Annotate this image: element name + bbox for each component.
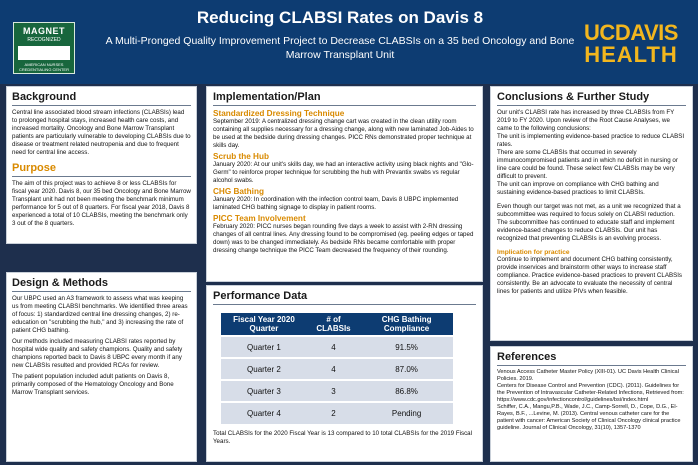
table-cell: 4 xyxy=(306,335,361,358)
magnet-recognized-logo: MAGNET RECOGNIZED AMERICAN NURSES CREDEN… xyxy=(13,22,75,74)
table-cell: Quarter 3 xyxy=(221,379,307,402)
table-cell: Quarter 4 xyxy=(221,401,307,424)
magnet-org: AMERICAN NURSES CREDENTIALING CENTER xyxy=(18,62,69,72)
poster-header: MAGNET RECOGNIZED AMERICAN NURSES CREDEN… xyxy=(0,0,698,84)
purpose-text: The aim of this project was to achieve 8… xyxy=(12,180,191,227)
impl-item-text: January 2020: At our unit's skills day, … xyxy=(213,161,474,184)
divider xyxy=(12,291,191,292)
table-row: Quarter 1 4 91.5% xyxy=(221,335,453,358)
column-header: Fiscal Year 2020 Quarter xyxy=(221,313,307,336)
conclusions-p4: The unit can improve on compliance with … xyxy=(497,181,659,196)
table-cell: 2 xyxy=(306,401,361,424)
background-text: Central line associated blood stream inf… xyxy=(12,109,191,156)
conclusions-p3: There are some CLABSIs that occurred in … xyxy=(497,149,678,180)
performance-table: Fiscal Year 2020 Quarter # of CLABSIs CH… xyxy=(221,313,453,424)
divider xyxy=(213,304,476,305)
table-row: Quarter 3 3 86.8% xyxy=(221,379,453,402)
divider xyxy=(497,365,686,366)
conclusions-heading: Conclusions & Further Study xyxy=(497,91,650,103)
impl-item-title: PICC Team Involvement xyxy=(213,214,306,223)
background-heading: Background xyxy=(12,91,77,103)
divider xyxy=(213,105,476,106)
table-cell: Pending xyxy=(360,401,453,424)
design-p3: The patient population included adult pa… xyxy=(12,373,174,396)
ucdavis-health-logo: UCDAVIS HEALTH xyxy=(576,22,686,66)
conclusions-p1: Our unit's CLABSI rate has increased by … xyxy=(497,109,675,132)
table-cell: 91.5% xyxy=(360,335,453,358)
logo-line2: HEALTH xyxy=(584,42,678,67)
reference-item: Venous Access Catheter Master Policy (XI… xyxy=(497,369,679,382)
implication-heading: Implication for practice xyxy=(497,249,570,256)
impl-item-text: February 2020: PICC nurses began roundin… xyxy=(213,223,474,254)
performance-panel: Performance Data Fiscal Year 2020 Quarte… xyxy=(206,285,483,462)
table-cell: 86.8% xyxy=(360,379,453,402)
conclusions-p2: The unit is implementing evidence-based … xyxy=(497,133,685,148)
conclusions-p5: Even though our target was not met, as a… xyxy=(497,203,681,242)
table-cell: Quarter 1 xyxy=(221,335,307,358)
implication-text: Continue to implement and document CHG b… xyxy=(497,256,683,295)
impl-item-title: Standardized Dressing Technique xyxy=(213,109,345,118)
reference-item: Schiffer, C.A., Mangu,P.B., Wade, J.C., … xyxy=(497,404,681,431)
conclusions-panel: Conclusions & Further Study Our unit's C… xyxy=(490,86,693,341)
column-header: CHG Bathing Compliance xyxy=(360,313,453,336)
references-panel: References Venous Access Catheter Master… xyxy=(490,346,693,462)
divider xyxy=(497,105,686,106)
design-p2: Our methods included measuring CLABSI ra… xyxy=(12,338,183,369)
poster-title: Reducing CLABSI Rates on Davis 8 xyxy=(196,8,484,27)
poster-subtitle: A Multi-Pronged Quality Improvement Proj… xyxy=(105,35,575,61)
implementation-panel: Implementation/Plan Standardized Dressin… xyxy=(206,86,483,282)
impl-item-text: September 2019: A centralized dressing c… xyxy=(213,118,474,149)
design-p1: Our UBPC used an A3 framework to assess … xyxy=(12,295,188,334)
impl-item-title: CHG Bathing xyxy=(213,187,264,196)
performance-footer: Total CLABSIs for the 2020 Fiscal Year i… xyxy=(213,430,472,445)
performance-heading: Performance Data xyxy=(213,290,308,302)
reference-item: Centers for Disease Control and Preventi… xyxy=(497,383,684,403)
table-header-row: Fiscal Year 2020 Quarter # of CLABSIs CH… xyxy=(221,313,453,336)
purpose-heading: Purpose xyxy=(12,162,57,174)
magnet-title: MAGNET xyxy=(23,26,65,36)
divider xyxy=(12,176,191,177)
table-cell: Quarter 2 xyxy=(221,357,307,380)
table-row: Quarter 2 4 87.0% xyxy=(221,357,453,380)
table-cell: 4 xyxy=(306,357,361,380)
column-header: # of CLABSIs xyxy=(306,313,361,336)
divider xyxy=(12,105,191,106)
table-cell: 87.0% xyxy=(360,357,453,380)
background-panel: Background Central line associated blood… xyxy=(6,86,197,244)
table-cell: 3 xyxy=(306,379,361,402)
magnet-bar xyxy=(18,46,70,60)
impl-item-text: January 2020: In coordination with the i… xyxy=(213,196,459,211)
logo-line1: UCDAVIS xyxy=(584,20,678,45)
implementation-heading: Implementation/Plan xyxy=(213,91,321,103)
design-methods-panel: Design & Methods Our UBPC used an A3 fra… xyxy=(6,272,197,462)
magnet-subtitle: RECOGNIZED xyxy=(27,37,61,43)
impl-item-title: Scrub the Hub xyxy=(213,152,269,161)
design-heading: Design & Methods xyxy=(12,277,108,289)
table-row: Quarter 4 2 Pending xyxy=(221,401,453,424)
references-heading: References xyxy=(497,351,557,363)
